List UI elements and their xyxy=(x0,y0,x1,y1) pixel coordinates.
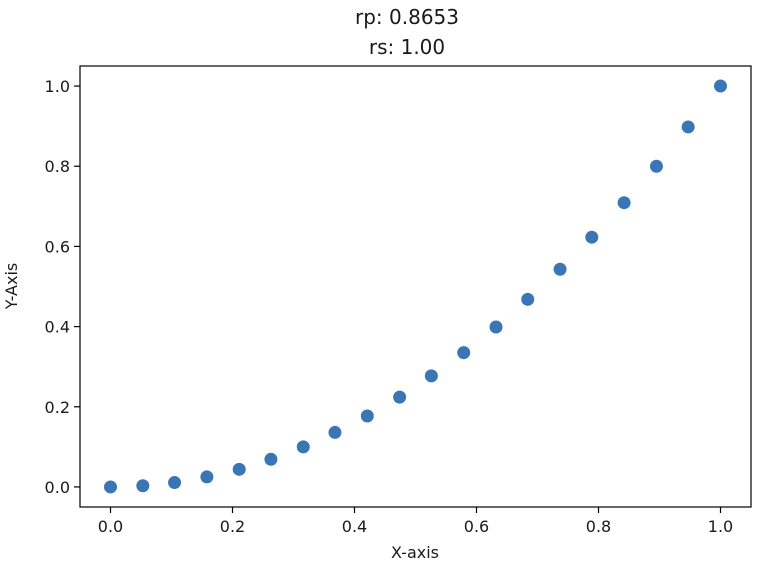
data-point xyxy=(424,369,438,383)
x-tick-label: 0.4 xyxy=(342,517,367,536)
chart-title-line-2: rs: 1.00 xyxy=(369,35,445,59)
scatter-points xyxy=(104,79,727,494)
data-point xyxy=(168,476,182,490)
x-axis-label: X-axis xyxy=(391,543,439,562)
data-point xyxy=(200,470,214,484)
data-point xyxy=(489,320,503,334)
x-tick-label: 0.6 xyxy=(464,517,489,536)
data-point xyxy=(649,159,663,173)
data-point xyxy=(681,120,695,134)
data-point xyxy=(393,390,407,404)
data-point xyxy=(104,480,117,494)
data-point xyxy=(296,440,310,454)
y-tick-label: 1.0 xyxy=(45,77,70,96)
y-tick-label: 0.2 xyxy=(45,398,70,417)
data-point xyxy=(232,462,246,476)
x-axis-ticks: 0.0 0.2 0.4 0.6 0.8 1.0 xyxy=(98,507,733,536)
data-point xyxy=(328,425,342,439)
y-tick-label: 0.8 xyxy=(45,157,70,176)
y-tick-label: 0.4 xyxy=(45,318,70,337)
data-point xyxy=(264,452,278,466)
data-point xyxy=(617,196,631,210)
y-tick-label: 0.6 xyxy=(45,237,70,256)
y-axis-ticks: 0.0 0.2 0.4 0.6 0.8 1.0 xyxy=(45,77,80,497)
x-tick-label: 1.0 xyxy=(708,517,733,536)
data-point xyxy=(553,262,567,276)
y-tick-label: 0.0 xyxy=(45,478,70,497)
x-tick-label: 0.2 xyxy=(220,517,245,536)
chart-title-line-1: rp: 0.8653 xyxy=(355,5,459,29)
x-tick-label: 0.8 xyxy=(586,517,611,536)
data-point xyxy=(136,479,150,493)
data-point xyxy=(585,230,599,244)
y-axis-label: Y-Axis xyxy=(2,263,21,311)
data-point xyxy=(360,409,374,423)
x-tick-label: 0.0 xyxy=(98,517,123,536)
data-point xyxy=(521,292,535,306)
data-point xyxy=(714,79,727,93)
data-point xyxy=(457,346,471,360)
plot-area-frame xyxy=(79,65,752,508)
